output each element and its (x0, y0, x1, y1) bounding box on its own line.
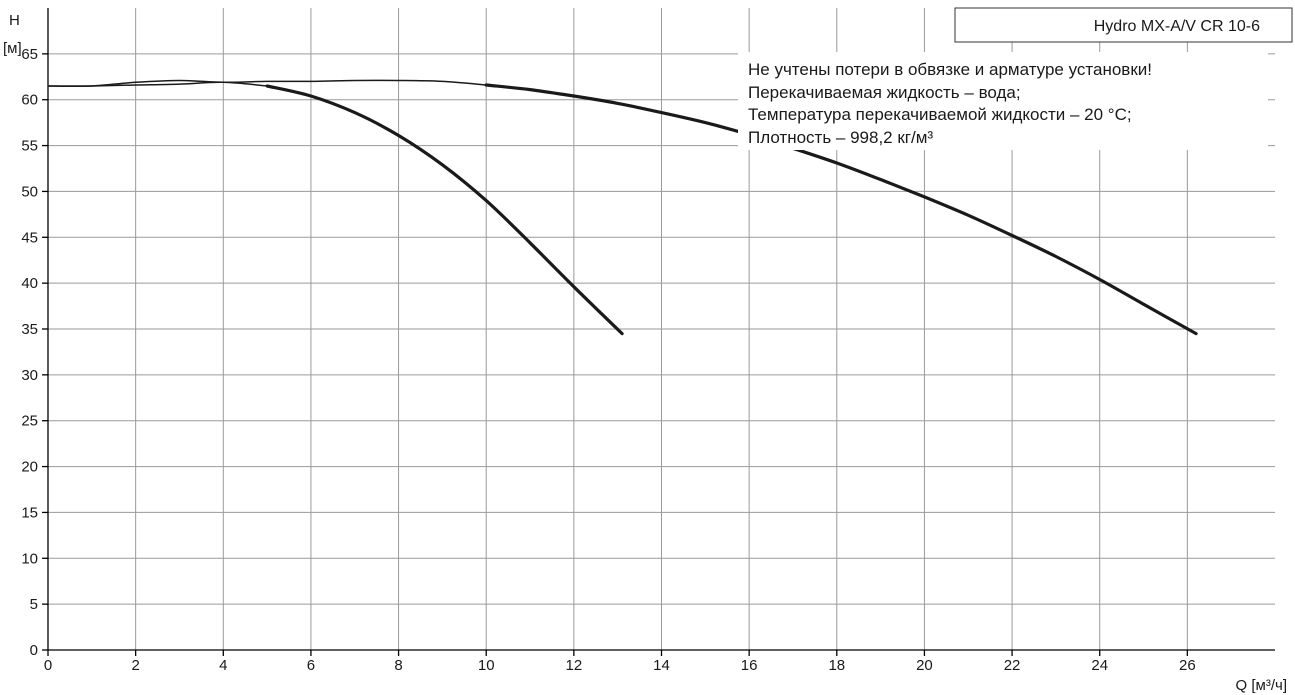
y-tick-label: 40 (21, 275, 38, 292)
y-tick-label: 20 (21, 459, 38, 476)
x-axis-label: Q [м³/ч] (1236, 677, 1287, 694)
x-tick-label: 0 (44, 657, 52, 674)
note-line: Перекачиваемая жидкость – вода; (748, 83, 1021, 102)
y-tick-label: 0 (30, 642, 38, 659)
x-tick-label: 8 (394, 657, 402, 674)
x-tick-label: 14 (653, 657, 670, 674)
y-tick-label: 30 (21, 367, 38, 384)
x-tick-label: 2 (131, 657, 139, 674)
legend-box (954, 7, 1293, 43)
tick-labels: 0 2 4 6 8 10 12 14 16 18 20 22 24 2605101520253035404… (21, 46, 1195, 674)
y-tick-label: 5 (30, 596, 38, 613)
x-tick-label: 6 (307, 657, 315, 674)
y-tick-label: 55 (21, 138, 38, 155)
curve-2-low-flow-segment (47, 79, 487, 88)
y-tick-label: 45 (21, 229, 38, 246)
y-tick-label: 15 (21, 504, 38, 521)
curve-1-operating-segment (265, 84, 624, 336)
y-tick-label: 60 (21, 92, 38, 109)
note-line: Не учтены потери в обвязке и арматуре ус… (748, 60, 1152, 79)
note-line: Плотность – 998,2 кг/м³ (748, 128, 933, 147)
x-tick-label: 20 (916, 657, 933, 674)
y-tick-label: 65 (21, 46, 38, 63)
curves (47, 79, 1198, 336)
axes (42, 8, 1275, 656)
x-tick-label: 10 (478, 657, 495, 674)
y-axis-label-line1: H (9, 12, 20, 29)
x-tick-label: 22 (1004, 657, 1021, 674)
legend-box-text: Hydro MX-A/V CR 10-6 (1094, 18, 1260, 35)
y-tick-label: 35 (21, 321, 38, 338)
x-tick-label: 24 (1091, 657, 1108, 674)
x-tick-label: 26 (1179, 657, 1196, 674)
y-axis-label-line2: [м] (3, 40, 22, 57)
y-tick-label: 25 (21, 413, 38, 430)
curve-2-operating-segment (484, 83, 1198, 336)
x-tick-label: 4 (219, 657, 227, 674)
note-line: Температура перекачиваемой жидкости – 20… (748, 105, 1132, 124)
notes-block: Не учтены потери в обвязке и арматуре ус… (738, 52, 1268, 150)
y-tick-label: 10 (21, 550, 38, 567)
x-tick-label: 12 (566, 657, 583, 674)
x-tick-label: 18 (828, 657, 845, 674)
y-tick-label: 50 (21, 183, 38, 200)
x-tick-label: 16 (741, 657, 758, 674)
